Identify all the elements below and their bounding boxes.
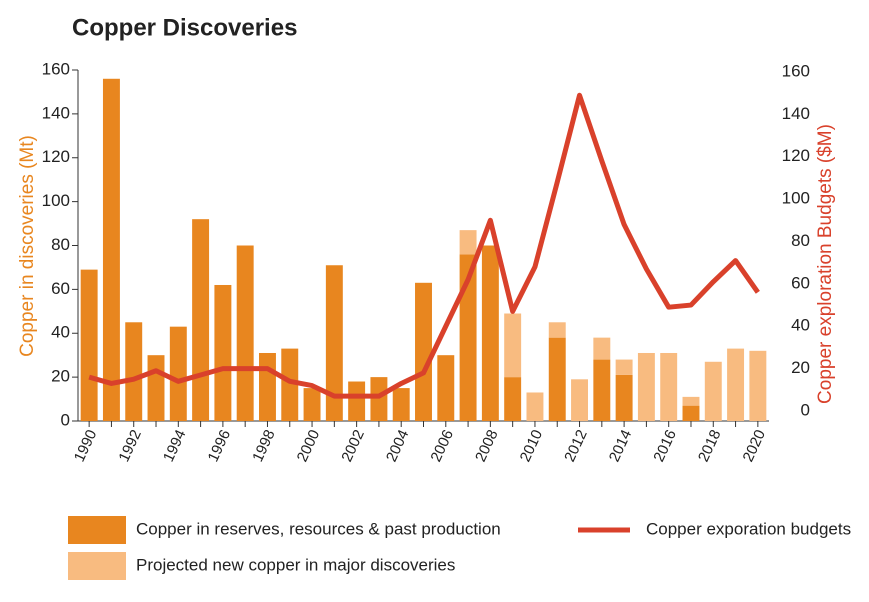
- x-tick-label: 1990: [71, 427, 101, 464]
- y-tick-label: 40: [51, 323, 70, 342]
- bar: [303, 388, 321, 421]
- x-tick-label: 2014: [606, 427, 636, 464]
- y2-tick-label: 80: [791, 231, 810, 250]
- bar: [660, 352, 678, 421]
- legend-swatch: [68, 516, 126, 544]
- bar: [102, 78, 120, 422]
- bar: [258, 352, 276, 421]
- chart-title: Copper Discoveries: [72, 14, 297, 41]
- bar: [504, 313, 522, 378]
- bar: [526, 392, 544, 421]
- x-tick-label: 2012: [561, 427, 591, 464]
- x-tick-label: 1994: [160, 427, 190, 464]
- y-tick-label: 60: [51, 279, 70, 298]
- y-tick-label: 0: [61, 410, 70, 429]
- bar: [504, 377, 522, 421]
- y2-tick-label: 40: [791, 316, 810, 335]
- bar: [281, 348, 299, 421]
- bar: [236, 245, 254, 421]
- legend-swatch: [68, 552, 126, 580]
- y-axis-label: Copper in discoveries (Mt): [17, 135, 38, 357]
- x-tick-label: 2010: [517, 427, 547, 464]
- y2-tick-label: 20: [791, 358, 810, 377]
- y2-tick-label: 60: [791, 273, 810, 292]
- legend-label: Projected new copper in major discoverie…: [136, 555, 455, 574]
- y-tick-label: 140: [42, 103, 70, 122]
- bar: [637, 352, 655, 421]
- bar: [682, 405, 700, 421]
- y-tick-label: 120: [42, 147, 70, 166]
- x-tick-label: 2018: [695, 427, 725, 464]
- y-tick-label: 160: [42, 59, 70, 78]
- y-tick-label: 80: [51, 235, 70, 254]
- bar: [348, 381, 366, 421]
- legend-label: Copper in reserves, resources & past pro…: [136, 519, 501, 538]
- bar: [147, 355, 165, 421]
- bar: [749, 350, 767, 421]
- bar: [593, 359, 611, 421]
- legend-label: Copper exporation budgets: [646, 519, 851, 538]
- y2-tick-label: 120: [782, 146, 810, 165]
- bar: [682, 396, 700, 406]
- x-tick-label: 1998: [249, 427, 279, 464]
- y2-tick-label: 160: [782, 61, 810, 80]
- bar: [548, 337, 566, 421]
- bar: [459, 230, 477, 255]
- bar: [727, 348, 745, 421]
- bar: [615, 374, 633, 421]
- x-tick-label: 2000: [294, 427, 324, 464]
- x-tick-label: 2016: [650, 427, 680, 464]
- x-tick-label: 1992: [115, 427, 145, 464]
- bar: [125, 322, 143, 421]
- line: [88, 92, 760, 399]
- bar: [370, 377, 388, 421]
- x-tick-label: 2008: [472, 427, 502, 464]
- bar: [325, 265, 343, 421]
- x-tick-label: 2006: [428, 427, 458, 464]
- bar: [548, 322, 566, 338]
- bar: [481, 245, 499, 421]
- bar: [415, 282, 432, 421]
- y-tick-label: 20: [51, 367, 70, 386]
- y2-tick-label: 0: [801, 400, 810, 419]
- x-tick-label: 2002: [338, 427, 368, 464]
- x-tick-label: 1996: [205, 427, 235, 464]
- y2-tick-label: 100: [782, 189, 810, 208]
- y2-axis-label: Copper exploration Budgets ($M): [815, 124, 836, 404]
- bar: [392, 388, 410, 421]
- bar: [571, 379, 589, 421]
- bar: [704, 361, 722, 421]
- x-tick-label: 2020: [740, 427, 770, 464]
- y-tick-label: 100: [42, 191, 70, 210]
- bar: [169, 326, 187, 421]
- bar: [459, 254, 477, 421]
- bar: [437, 355, 455, 421]
- bar: [615, 359, 633, 375]
- bar: [80, 269, 98, 421]
- x-tick-label: 2004: [383, 427, 413, 464]
- bar: [593, 337, 611, 360]
- bar: [214, 284, 232, 421]
- y2-tick-label: 140: [782, 104, 810, 123]
- bar: [192, 219, 210, 421]
